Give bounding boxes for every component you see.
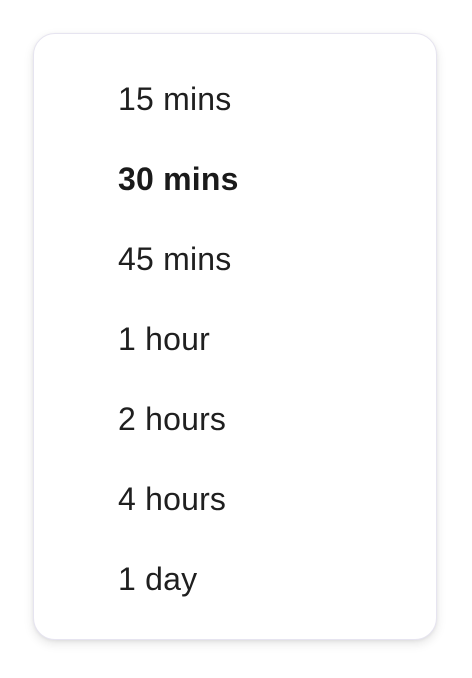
option-1-day[interactable]: 1 day — [118, 561, 198, 597]
duration-option-list: 15 mins 30 mins 45 mins 1 hour 2 hours 4… — [34, 59, 436, 619]
option-30-mins-selected[interactable]: 30 mins — [118, 161, 239, 197]
option-2-hours[interactable]: 2 hours — [118, 401, 227, 437]
option-1-hour[interactable]: 1 hour — [118, 321, 210, 357]
duration-dropdown-menu: 15 mins 30 mins 45 mins 1 hour 2 hours 4… — [33, 33, 437, 640]
option-15-mins[interactable]: 15 mins — [118, 81, 232, 117]
option-4-hours[interactable]: 4 hours — [118, 481, 227, 517]
option-45-mins[interactable]: 45 mins — [118, 241, 232, 277]
